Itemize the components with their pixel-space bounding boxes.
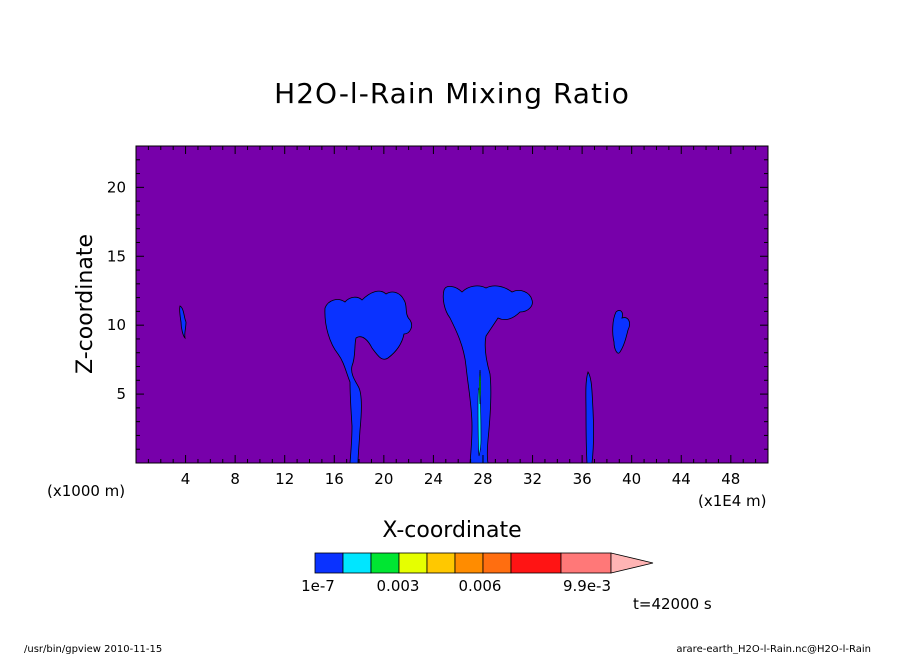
x-tick-label: 40 [622,470,641,488]
colorbar-segment [560,552,612,574]
colorbar-segment [510,552,562,574]
x-tick-label: 28 [473,470,492,488]
colorbar-label: 0.003 [377,577,420,595]
x-tick-label: 4 [181,470,191,488]
cloud-x28-core [477,387,482,457]
cloud-x37 [585,371,595,464]
chart-title: H2O-l-Rain Mixing Ratio [274,77,630,110]
colorbar-segment [482,552,512,574]
x-tick-label: 20 [374,470,393,488]
colorbar-extend-arrow [610,552,654,574]
x-tick-label: 48 [721,470,740,488]
x-tick-label: 8 [230,470,240,488]
y-tick-labels: 5 10 15 20 [107,178,126,403]
colorbar-label: 1e-7 [301,577,335,595]
x-unit-right: (x1E4 m) [698,492,767,510]
footer-right: arare-earth_H2O-l-Rain.nc@H2O-l-Rain [676,644,871,654]
time-label: t=42000 s [633,595,712,613]
x-tick-labels: 4 8 12 16 20 24 28 32 36 40 44 48 [181,470,741,488]
colorbar-label: 0.006 [459,577,502,595]
cloud-x4 [179,305,187,340]
x-tick-label: 36 [573,470,592,488]
cloud-x28-core-green [479,369,481,405]
colorbar-label: 9.9e-3 [563,577,611,595]
cloud-x18 [324,290,412,464]
x-tick-label: 12 [275,470,294,488]
axis-ticks [136,146,768,463]
x-tick-label: 24 [424,470,443,488]
contour-regions [179,285,630,464]
y-tick-label: 15 [107,247,126,265]
x-unit-left: (x1000 m) [47,482,125,500]
colorbar-segment [314,552,344,574]
colorbar-segment [370,552,400,574]
colorbar-segment [454,552,484,574]
y-tick-label: 5 [116,385,126,403]
colorbar-labels: 1e-7 0.003 0.006 9.9e-3 [301,577,611,595]
cloud-x28 [442,285,533,464]
footer-left: /usr/bin/gpview 2010-11-15 [24,644,162,654]
cloud-x39 [612,310,630,354]
colorbar-segment [342,552,372,574]
colorbar [314,552,654,574]
x-axis-label: X-coordinate [382,518,521,543]
x-tick-label: 44 [672,470,691,488]
colorbar-segment [398,552,428,574]
y-axis-label: Z-coordinate [73,234,98,374]
x-tick-label: 32 [523,470,542,488]
y-tick-label: 20 [107,178,126,196]
x-tick-label: 16 [325,470,344,488]
colorbar-segment [426,552,456,574]
y-tick-label: 10 [107,316,126,334]
